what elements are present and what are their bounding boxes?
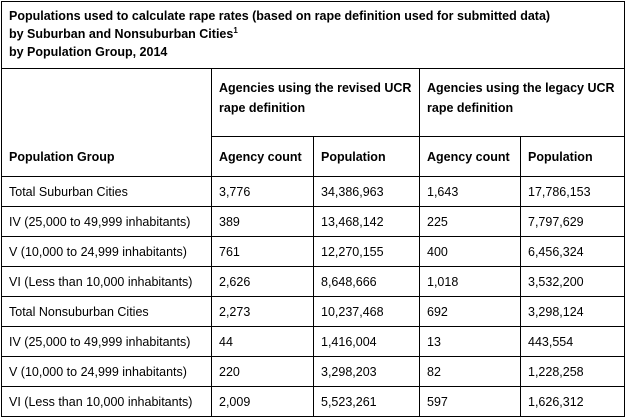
revised-ucr-header: Agencies using the revised UCR rape defi…	[211, 68, 420, 137]
table-row: V (10,000 to 24,999 inhabitants) 761 12,27…	[1, 236, 625, 267]
table-title: Populations used to calculate rape rates…	[0, 1, 625, 69]
legacy-population-cell: 6,456,324	[519, 236, 625, 267]
population-group-header: Population Group	[1, 68, 212, 177]
legacy-population-cell: 3,298,124	[519, 296, 625, 327]
table-row: Total Suburban Cities 3,776 34,386,963 1,64…	[1, 176, 625, 207]
revised-agency-count-cell: 220	[211, 356, 314, 387]
legacy-population-cell: 443,554	[519, 326, 625, 357]
title-line-3: by Population Group, 2014	[9, 45, 168, 59]
legacy-population-cell: 7,797,629	[519, 206, 625, 237]
revised-population-cell: 34,386,963	[313, 176, 420, 207]
legacy-agency-count-cell: 400	[419, 236, 521, 267]
table-row: IV (25,000 to 49,999 inhabitants) 389 13,4…	[1, 206, 625, 237]
legacy-population-cell: 1,228,258	[519, 356, 625, 387]
revised-agency-count-cell: 761	[211, 236, 314, 267]
table-row: VI (Less than 10,000 inhabitants) 2,626 8,…	[1, 266, 625, 297]
title-line-1: Populations used to calculate rape rates…	[9, 9, 551, 23]
population-group-cell: IV (25,000 to 49,999 inhabitants)	[1, 206, 212, 237]
table-row: Total Nonsuburban Cities 2,273 10,237,468 6…	[1, 296, 625, 327]
revised-agency-count-header: Agency count	[211, 136, 314, 177]
table-row: V (10,000 to 24,999 inhabitants) 220 3,298…	[1, 356, 625, 387]
group-header-row: Population Group Agencies using the revi…	[1, 68, 625, 177]
legacy-population-cell: 17,786,153	[519, 176, 625, 207]
revised-population-header: Population	[313, 136, 420, 177]
legacy-agency-count-cell: 1,018	[419, 266, 521, 297]
revised-population-cell: 12,270,155	[313, 236, 420, 267]
title-line-2: by Suburban and Nonsuburban Cities1	[9, 25, 624, 43]
population-group-cell: Total Suburban Cities	[1, 176, 212, 207]
revised-agency-count-cell: 2,626	[211, 266, 314, 297]
legacy-agency-count-cell: 225	[419, 206, 521, 237]
revised-population-cell: 5,523,261	[313, 386, 420, 417]
title-row: Populations used to calculate rape rates…	[0, 1, 625, 69]
revised-population-cell: 1,416,004	[313, 326, 420, 357]
revised-agency-count-cell: 389	[211, 206, 314, 237]
population-group-cell: V (10,000 to 24,999 inhabitants)	[1, 356, 212, 387]
legacy-ucr-header: Agencies using the legacy UCR rape defin…	[418, 68, 625, 137]
legacy-population-cell: 3,532,200	[519, 266, 625, 297]
revised-population-cell: 13,468,142	[313, 206, 420, 237]
population-group-cell: VI (Less than 10,000 inhabitants)	[1, 386, 212, 417]
title-line-2-text: by Suburban and Nonsuburban Cities	[9, 27, 234, 41]
revised-population-cell: 3,298,203	[313, 356, 420, 387]
revised-population-cell: 8,648,666	[313, 266, 420, 297]
legacy-agency-count-cell: 597	[419, 386, 521, 417]
population-group-cell: VI (Less than 10,000 inhabitants)	[1, 266, 212, 297]
revised-agency-count-cell: 3,776	[211, 176, 314, 207]
column-header-row: Agency count Population Agency count Pop…	[2, 136, 625, 177]
population-group-cell: V (10,000 to 24,999 inhabitants)	[1, 236, 212, 267]
legacy-agency-count-header: Agency count	[419, 136, 521, 177]
table-row: VI (Less than 10,000 inhabitants) 2,009 5,…	[1, 386, 625, 417]
revised-population-cell: 10,237,468	[313, 296, 420, 327]
table-row: IV (25,000 to 49,999 inhabitants) 44 1,416…	[1, 326, 625, 357]
legacy-agency-count-cell: 13	[419, 326, 521, 357]
legacy-agency-count-cell: 1,643	[419, 176, 521, 207]
footnote-marker: 1	[233, 25, 238, 35]
legacy-agency-count-cell: 82	[419, 356, 521, 387]
legacy-population-header: Population	[519, 136, 625, 177]
revised-agency-count-cell: 44	[211, 326, 314, 357]
legacy-population-cell: 1,626,312	[519, 386, 625, 417]
revised-agency-count-cell: 2,009	[211, 386, 314, 417]
population-group-cell: Total Nonsuburban Cities	[1, 296, 212, 327]
population-group-cell: IV (25,000 to 49,999 inhabitants)	[1, 326, 212, 357]
revised-agency-count-cell: 2,273	[211, 296, 314, 327]
legacy-agency-count-cell: 692	[419, 296, 521, 327]
